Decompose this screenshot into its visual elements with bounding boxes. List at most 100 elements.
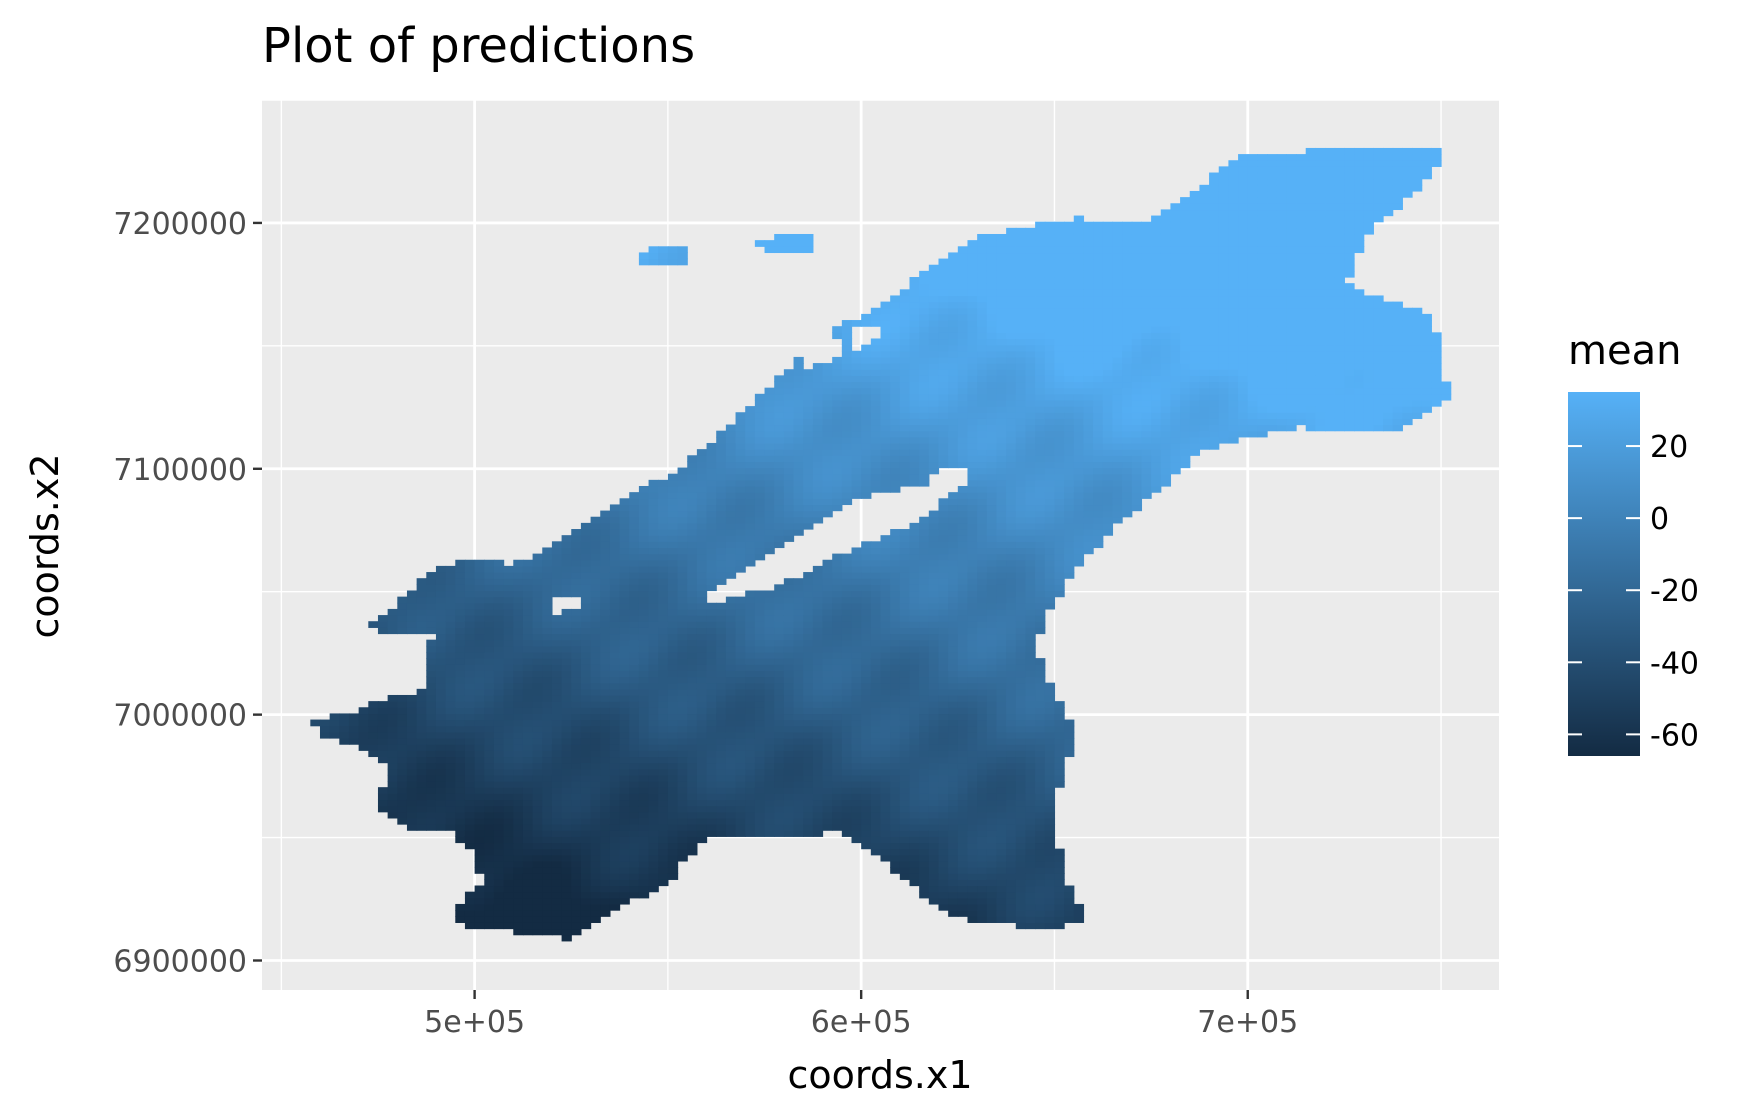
raster-cell [687,781,698,788]
raster-cell [822,793,833,801]
raster-cell [851,485,862,493]
raster-cell [1015,510,1027,518]
raster-cell [851,436,862,444]
raster-cell [1025,627,1036,635]
raster-cell [841,350,853,358]
raster-cell [977,442,988,450]
raster-cell [957,320,969,327]
raster-cell [725,799,737,807]
raster-cell [783,479,795,487]
raster-cell [977,584,988,592]
raster-cell [899,670,911,678]
raster-cell [484,627,495,635]
raster-cell [870,424,882,432]
raster-cell [513,824,524,831]
raster-cell [832,326,843,333]
raster-cell [909,756,920,764]
raster-cell [474,842,485,850]
raster-cell [629,787,640,794]
raster-cell [619,867,630,874]
raster-cell [638,762,650,770]
raster-cell [658,547,669,555]
raster-cell [687,682,698,690]
raster-cell [851,356,862,364]
raster-cell [841,553,853,561]
raster-cell [474,596,485,604]
raster-cell [909,584,920,592]
raster-cell [609,621,621,628]
raster-cell [938,602,949,610]
raster-cell [919,744,930,751]
raster-cell [667,627,679,635]
raster-cell [774,664,785,671]
raster-cell [948,750,959,758]
raster-cell [928,879,940,887]
raster-cell [542,787,553,794]
raster-cell [445,701,456,708]
raster-cell [667,768,679,776]
raster-cell [1035,553,1046,561]
raster-cell [745,596,756,604]
raster-cell [1025,756,1036,764]
raster-cell [484,922,495,930]
raster-cell [909,731,920,739]
raster-cell [1035,338,1046,346]
raster-cell [764,762,775,770]
raster-cell [841,737,853,745]
raster-cell [890,737,901,745]
raster-cell [822,572,833,579]
raster-cell [474,578,485,585]
raster-cell [793,799,804,807]
raster-cell [513,713,524,721]
raster-cell [513,836,524,844]
raster-cell [745,430,756,438]
raster-cell [832,578,843,585]
raster-cell [426,750,437,758]
raster-cell [928,860,940,868]
raster-cell [619,504,630,512]
raster-cell [600,897,611,905]
raster-cell [1035,922,1046,930]
raster-cell [609,774,621,782]
raster-cell [880,313,891,321]
raster-cell [619,719,630,727]
raster-cell [397,731,408,739]
raster-cell [687,645,698,653]
raster-cell [967,891,978,899]
raster-cell [706,584,717,592]
raster-cell [996,725,1007,733]
raster-cell [1025,879,1036,887]
raster-cell [870,842,882,850]
raster-cell [977,412,988,419]
raster-cell [687,719,698,727]
raster-cell [464,639,476,647]
raster-cell [474,836,485,844]
raster-cell [890,787,901,794]
raster-cell [522,651,534,659]
raster-cell [493,633,505,641]
raster-cell [861,399,872,407]
raster-cell [687,473,698,481]
raster-cell [1025,873,1036,880]
raster-cell [513,922,524,930]
raster-cell [783,768,795,776]
raster-cell [735,516,746,524]
raster-cell [803,590,814,598]
raster-cell [561,756,572,764]
raster-cell [880,750,891,758]
raster-cell [571,725,582,733]
raster-cell [503,596,514,604]
raster-cell [890,449,901,456]
raster-cell [1025,817,1036,825]
raster-cell [406,799,418,807]
raster-cell [706,694,717,702]
raster-cell [841,615,853,622]
raster-cell [1025,799,1036,807]
raster-cell [1035,522,1046,530]
raster-cell [793,608,804,616]
raster-cell [977,504,988,512]
raster-cell [890,547,901,555]
raster-cell [716,651,727,659]
raster-cell [996,602,1007,610]
raster-cell [1025,774,1036,782]
